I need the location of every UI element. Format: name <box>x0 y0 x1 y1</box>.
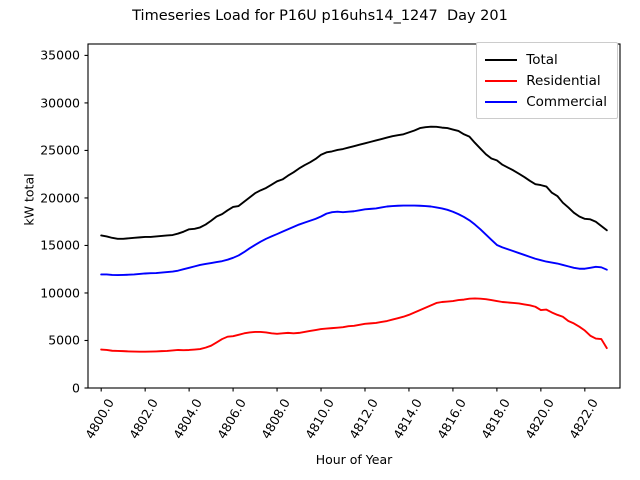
legend-item-commercial: Commercial <box>485 91 607 112</box>
series-line-total <box>100 125 608 240</box>
y-tick-label: 0 <box>72 380 80 396</box>
y-tick-label: 25000 <box>40 142 80 158</box>
series-line-residential <box>100 297 608 353</box>
legend-swatch-total <box>485 58 518 61</box>
x-tick-marks <box>100 388 586 392</box>
y-axis-label: kW total <box>21 173 37 226</box>
y-tick-label: 30000 <box>40 95 80 111</box>
series-line-commercial <box>100 204 608 277</box>
legend-swatch-commercial <box>485 100 518 103</box>
series-lines <box>100 125 608 353</box>
legend-swatch-residential <box>485 79 518 82</box>
y-tick-label: 20000 <box>40 190 80 206</box>
y-tick-label: 35000 <box>40 47 80 63</box>
chart-legend: Total Residential Commercial <box>476 42 618 119</box>
chart-title: Timeseries Load for P16U p16uhs14_1247 D… <box>132 8 508 24</box>
y-tick-label: 5000 <box>48 332 80 348</box>
legend-label-total: Total <box>526 51 558 68</box>
y-tick-label: 15000 <box>40 237 80 253</box>
legend-item-total: Total <box>485 49 607 70</box>
legend-item-residential: Residential <box>485 70 607 91</box>
legend-label-commercial: Commercial <box>526 93 607 110</box>
x-axis-label: Hour of Year <box>315 452 393 467</box>
legend-label-residential: Residential <box>526 72 601 89</box>
y-tick-label: 10000 <box>40 285 80 301</box>
y-tick-marks <box>84 54 88 389</box>
